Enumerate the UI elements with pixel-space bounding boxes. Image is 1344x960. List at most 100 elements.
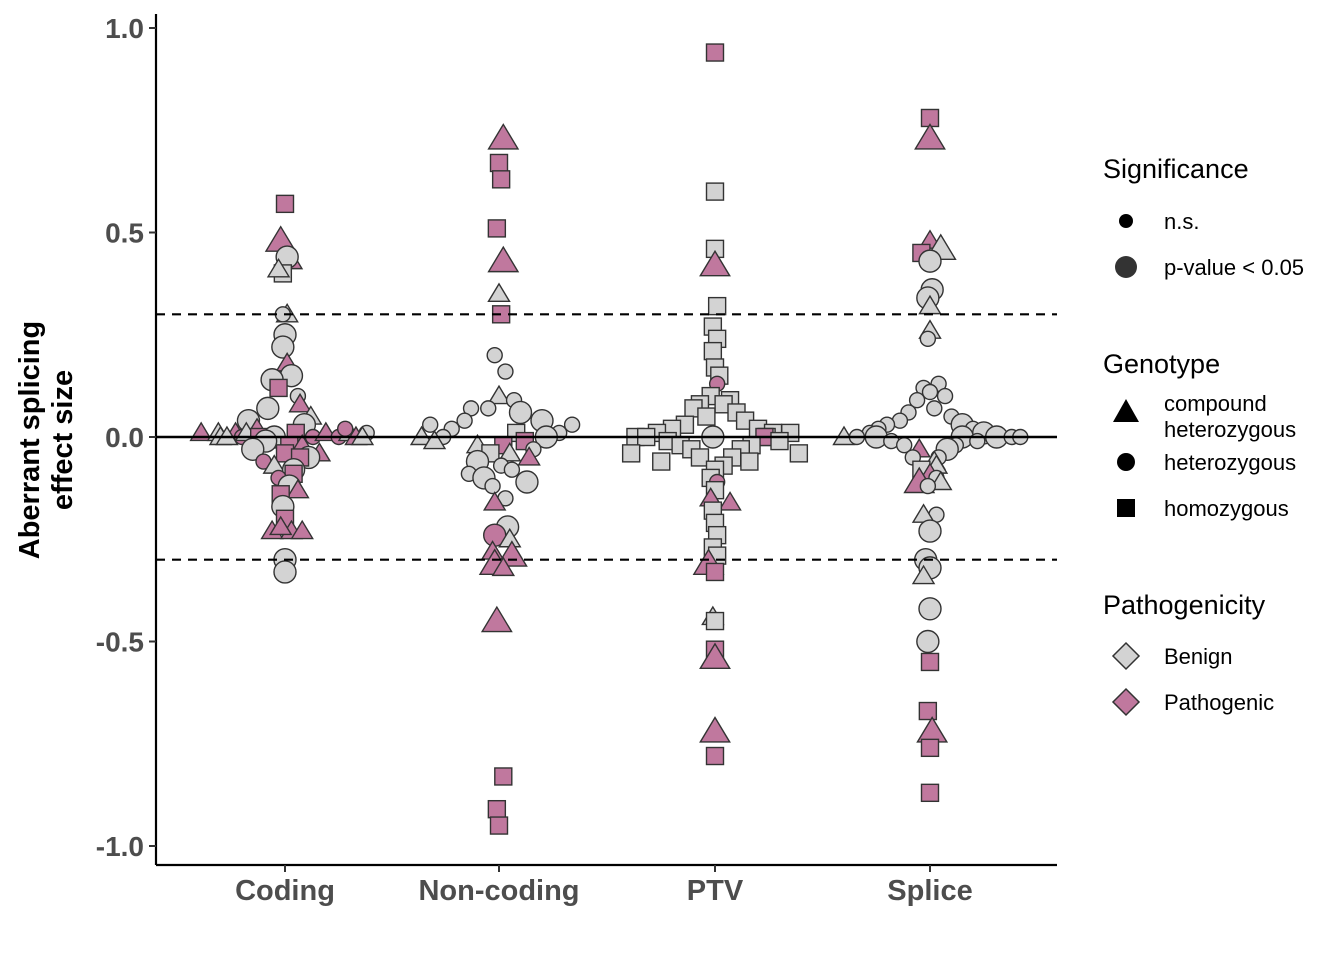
- legend-label-heterozygous: heterozygous: [1164, 450, 1296, 475]
- point-compound-heterozygous: [266, 257, 291, 278]
- point-compound-heterozygous: [482, 491, 507, 511]
- point-heterozygous: [256, 396, 280, 421]
- legend-key-compound-heterozygous: [1113, 399, 1139, 422]
- point-compound-heterozygous: [699, 716, 731, 743]
- point-homozygous: [705, 182, 725, 201]
- point-heterozygous: [271, 335, 295, 359]
- point-compound-heterozygous: [290, 519, 314, 540]
- legend-label-pathogenic: Pathogenic: [1164, 690, 1274, 715]
- point-homozygous: [697, 407, 716, 426]
- legend-title-significance: Significance: [1103, 154, 1249, 184]
- point-heterozygous: [918, 249, 942, 273]
- legend-key-pathogenic: [1111, 687, 1141, 717]
- point-heterozygous: [480, 400, 497, 417]
- legend-title-genotype: Genotype: [1103, 349, 1220, 379]
- point-heterozygous: [273, 560, 297, 584]
- point-homozygous: [920, 652, 940, 672]
- point-heterozygous: [563, 416, 581, 433]
- point-heterozygous: [919, 477, 937, 495]
- data-points: [189, 43, 1029, 835]
- point-homozygous: [789, 444, 809, 463]
- legend-label-benign: Benign: [1164, 644, 1233, 669]
- x-tick-label: Splice: [887, 875, 972, 907]
- point-compound-heterozygous: [911, 564, 936, 585]
- point-compound-heterozygous: [517, 446, 541, 466]
- point-compound-heterozygous: [699, 249, 731, 277]
- point-homozygous: [705, 611, 725, 631]
- point-homozygous: [740, 452, 759, 471]
- legend-key-ns: [1119, 214, 1133, 228]
- point-compound-heterozygous: [498, 441, 522, 462]
- point-compound-heterozygous: [699, 642, 731, 670]
- point-homozygous: [705, 43, 725, 62]
- point-homozygous: [652, 452, 671, 471]
- point-homozygous: [705, 746, 725, 766]
- point-heterozygous: [337, 420, 354, 438]
- point-homozygous: [487, 799, 507, 819]
- point-homozygous: [920, 738, 940, 758]
- point-heterozygous: [503, 461, 521, 478]
- point-heterozygous: [918, 597, 942, 621]
- point-compound-heterozygous: [487, 245, 520, 273]
- y-tick-label: 0.5: [105, 218, 144, 249]
- point-homozygous: [487, 219, 507, 238]
- x-tick-label: PTV: [687, 875, 744, 907]
- point-heterozygous: [916, 629, 940, 654]
- point-compound-heterozygous: [487, 123, 520, 150]
- point-homozygous: [920, 783, 940, 803]
- point-heterozygous: [486, 347, 503, 364]
- point-homozygous: [690, 448, 710, 467]
- y-tick-label: -1.0: [96, 831, 144, 862]
- point-heterozygous: [456, 412, 473, 429]
- point-homozygous: [770, 431, 789, 451]
- x-tick-label: Non-coding: [418, 875, 579, 907]
- y-tick-label: 1.0: [105, 13, 144, 44]
- point-homozygous: [489, 816, 509, 835]
- point-homozygous: [494, 767, 513, 786]
- point-heterozygous: [497, 363, 514, 380]
- y-axis-title-line2: effect size: [47, 370, 79, 510]
- point-heterozygous: [918, 519, 942, 543]
- point-homozygous: [269, 378, 288, 398]
- x-tick-label: Coding: [235, 875, 335, 907]
- point-homozygous: [918, 701, 938, 721]
- legend-label-homozygous: homozygous: [1164, 496, 1289, 521]
- point-homozygous: [489, 153, 509, 173]
- legend-key-heterozygous: [1117, 453, 1135, 471]
- point-heterozygous: [508, 400, 533, 425]
- legend-key-significant: [1115, 256, 1137, 278]
- point-homozygous: [705, 562, 725, 582]
- point-compound-heterozygous: [914, 123, 946, 150]
- axes: -1.0 -0.5 0.0 0.5 1.0 Coding Non-coding PTV Spli…: [96, 13, 1057, 907]
- point-homozygous: [703, 341, 723, 361]
- point-compound-heterozygous: [268, 515, 293, 536]
- point-compound-heterozygous: [422, 429, 447, 450]
- legend-title-pathogenicity: Pathogenicity: [1103, 590, 1266, 620]
- legend-key-homozygous: [1117, 499, 1135, 517]
- point-heterozygous: [484, 477, 501, 495]
- y-tick-label: -0.5: [96, 627, 144, 658]
- legend: Significance n.s. p-value < 0.05 Genotyp…: [1103, 154, 1304, 717]
- point-heterozygous: [921, 383, 939, 401]
- point-homozygous: [275, 194, 295, 214]
- legend-label-significant: p-value < 0.05: [1164, 255, 1304, 280]
- point-heterozygous: [515, 470, 539, 494]
- point-compound-heterozygous: [487, 282, 511, 303]
- point-compound-heterozygous: [487, 384, 511, 405]
- point-heterozygous: [241, 437, 265, 461]
- point-compound-heterozygous: [286, 478, 310, 499]
- point-compound-heterozygous: [491, 556, 516, 577]
- point-heterozygous: [422, 416, 439, 433]
- point-compound-heterozygous: [718, 491, 742, 511]
- point-heterozygous: [908, 391, 926, 409]
- point-homozygous: [491, 170, 511, 189]
- y-axis-title-line1: Aberrant splicing: [14, 321, 46, 560]
- point-homozygous: [621, 444, 641, 463]
- point-heterozygous: [936, 387, 954, 405]
- legend-label-ns: n.s.: [1164, 209, 1199, 234]
- point-compound-heterozygous: [288, 392, 312, 413]
- y-tick-label: 0.0: [105, 422, 144, 453]
- legend-label-compound-line1: compound: [1164, 391, 1267, 416]
- legend-label-compound-line2: heterozygous: [1164, 417, 1296, 442]
